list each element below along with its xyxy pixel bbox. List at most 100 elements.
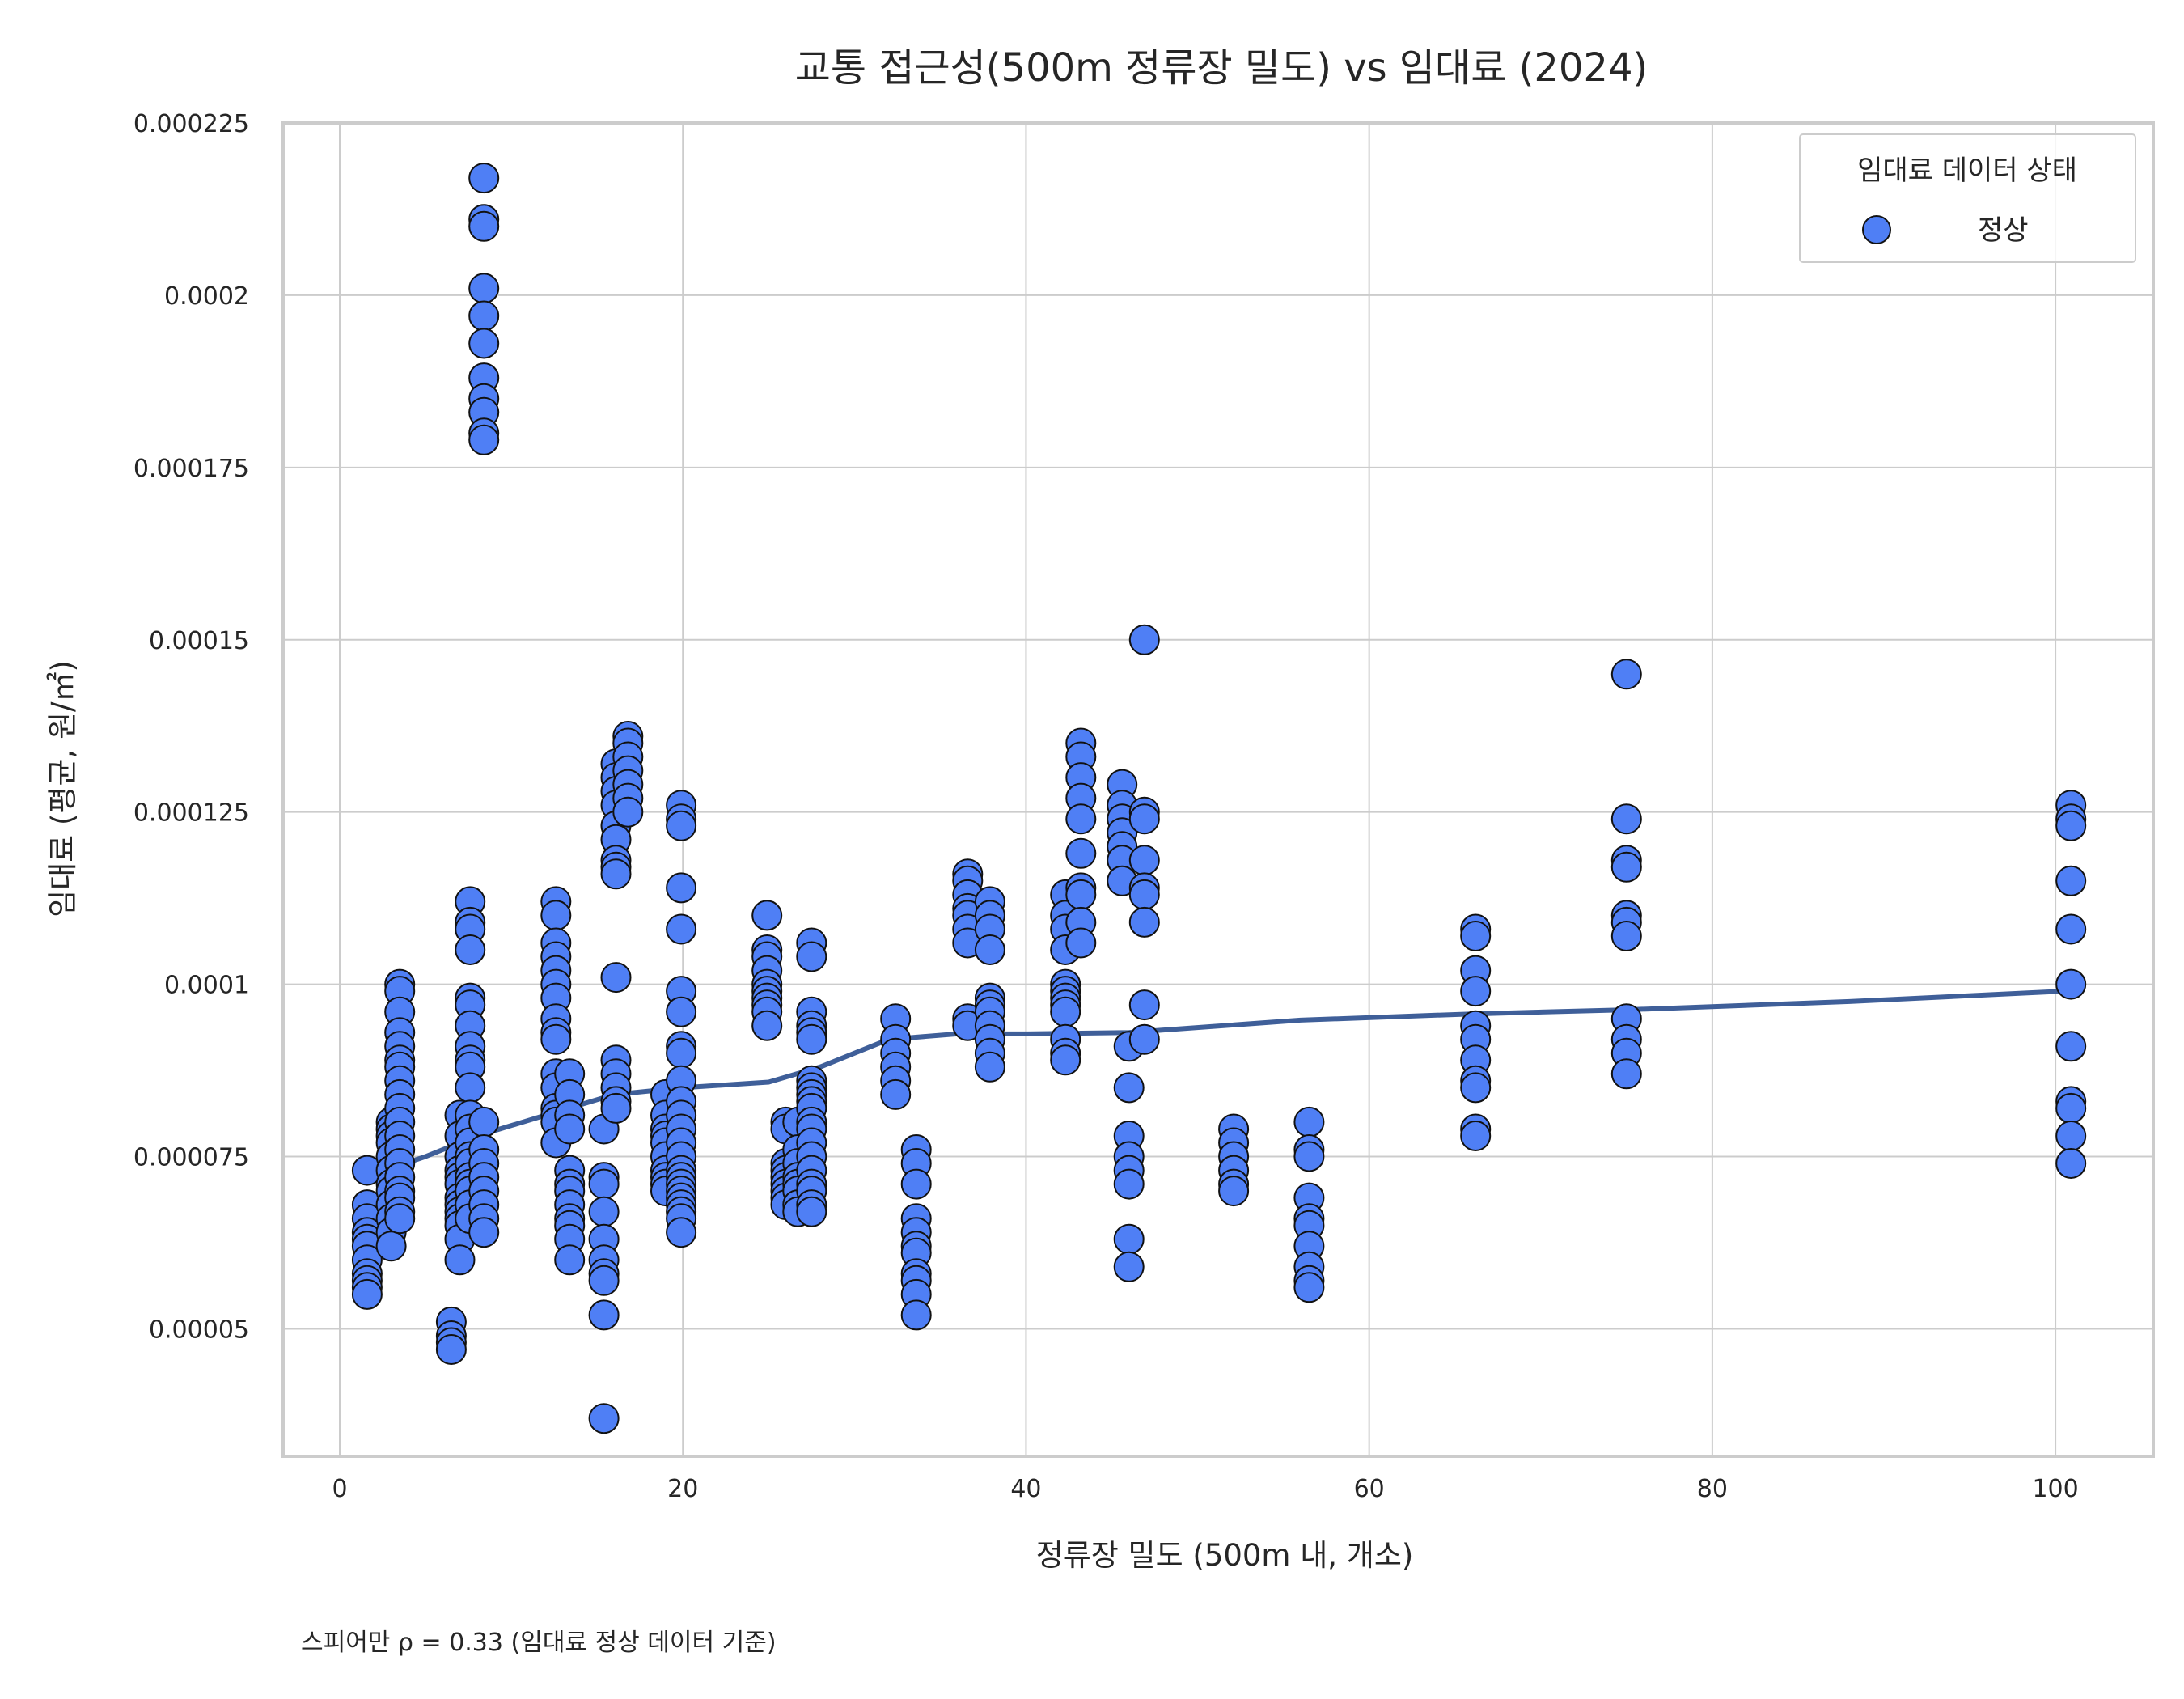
scatter-point [1293,1106,1325,1138]
scatter-point [588,1403,620,1434]
plot-frame [281,121,2155,1458]
scatter-point [384,1203,416,1235]
scatter-point [974,934,1005,965]
scatter-point [2055,1148,2087,1179]
scatter-point [1610,1058,1642,1090]
scatter-point [1113,1251,1145,1282]
x-tick-label: 0 [332,1475,347,1503]
scatter-point [1065,879,1097,910]
scatter-point [554,1244,586,1276]
y-tick-label: 0.0002 [164,282,249,311]
chart-title: 교통 접근성(500m 정류장 밀도) vs 임대료 (2024) [795,45,1648,91]
y-tick-label: 0.000075 [133,1144,249,1172]
scatter-point [2055,968,2087,1000]
scatter-point [375,1231,407,1262]
y-tick-label: 0.000175 [133,455,249,483]
scatter-point [1293,1141,1325,1172]
scatter-point [1610,851,1642,883]
scatter-point [468,328,500,359]
scatter-point [351,1278,383,1310]
scatter-point [900,1168,932,1200]
y-tick-label: 0.000125 [133,799,249,828]
scatter-point [2055,1121,2087,1151]
x-tick-label: 80 [1697,1475,1728,1503]
scatter-point [1610,921,1642,951]
scatter-point [1113,1223,1145,1255]
scatter-point [1128,989,1160,1021]
scatter-point [455,934,486,965]
y-tick-label: 0.00015 [149,627,249,655]
scatter-point [796,1023,827,1055]
y-tick-label: 0.0001 [164,972,249,1000]
scatter-point [1113,1072,1145,1104]
scatter-point [1128,879,1160,910]
scatter-point [1065,927,1097,959]
legend-label-normal: 정상 [1978,214,2029,247]
scatter-point [751,1010,783,1041]
x-tick-label: 40 [1010,1475,1041,1503]
scatter-point [666,996,697,1027]
scatter-point [1610,659,1642,690]
scatter-point [796,1196,827,1227]
legend-box [1799,133,2136,263]
scatter-point [468,1217,500,1248]
scatter-point [588,1265,620,1296]
scatter-point [666,1037,697,1069]
scatter-point [540,900,572,931]
scatter-point [540,1023,572,1055]
x-tick-label: 100 [2032,1475,2078,1503]
scatter-point [435,1334,467,1365]
scatter-points [351,163,2087,1434]
scatter-point [468,273,500,304]
scatter-point [1460,976,1492,1007]
scatter-point [1065,837,1097,869]
scatter-point [2055,1031,2087,1062]
scatter-point [2055,865,2087,896]
scatter-point [666,872,697,904]
scatter-point [444,1244,476,1276]
scatter-point [751,900,783,931]
scatter-point [666,1217,697,1248]
scatter-point [600,962,632,994]
scatter-point [1610,803,1642,835]
scatter-point [455,1072,486,1104]
scatter-point [900,1299,932,1331]
scatter-point [554,1113,586,1145]
scatter-point [1050,1044,1081,1076]
scatter-point [974,1051,1005,1083]
scatter-point [1460,1072,1492,1104]
scatter-point [468,300,500,332]
scatter-point [2055,1092,2087,1124]
scatter-point [468,163,500,194]
scatter-point [468,210,500,242]
y-axis-ticks: 0.00005 0.000075 0.0001 0.000125 0.00015 0.00… [133,110,249,1344]
x-axis-title: 정류장 밀도 (500m 내, 개소) [1036,1538,1414,1573]
y-tick-label: 0.00005 [149,1316,249,1344]
scatter-point [1460,921,1492,951]
scatter-point [880,1078,912,1110]
y-axis-title: 임대료 (평균, 원/㎡) [45,660,80,917]
scatter-point [666,810,697,841]
scatter-point [600,858,632,890]
scatter-point [1128,624,1160,655]
scatter-point [2055,913,2087,945]
scatter-point [1065,803,1097,835]
legend: 임대료 데이터 상태 정상 [1799,133,2136,263]
scatter-point [600,1092,632,1124]
x-tick-label: 20 [667,1475,698,1503]
x-axis-ticks: 0 20 40 60 80 100 [332,1475,2078,1503]
scatter-point [588,1299,620,1331]
scatter-point [1128,1023,1160,1055]
scatter-point [1050,996,1081,1027]
scatter-point [1128,803,1160,835]
spearman-annotation: 스피어만 ρ = 0.33 (임대료 정상 데이터 기준) [301,1629,777,1657]
scatter-point [468,1106,500,1138]
scatter-point [1218,1176,1250,1207]
y-tick-label: 0.000225 [133,110,249,138]
scatter-point [666,913,697,945]
legend-title: 임대료 데이터 상태 [1857,155,2077,187]
legend-marker-normal [1862,215,1891,244]
x-tick-label: 60 [1354,1475,1385,1503]
